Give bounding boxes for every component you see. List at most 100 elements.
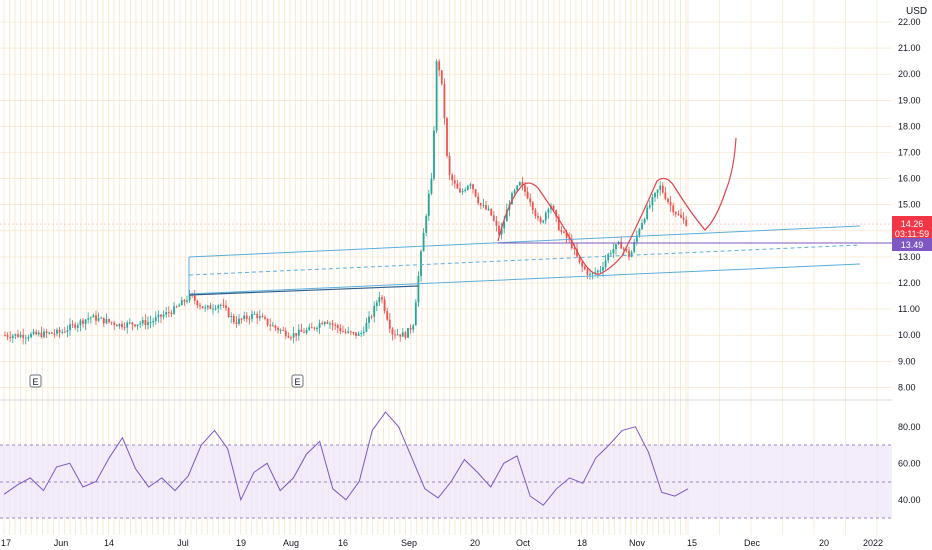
candle-body — [118, 323, 121, 327]
svg-text:14.26: 14.26 — [901, 219, 924, 229]
price-tick-label: 11.00 — [898, 304, 920, 314]
candle-body — [396, 334, 399, 336]
candle-body — [568, 237, 571, 239]
candle-body — [388, 319, 391, 329]
candle-body — [27, 337, 30, 339]
candle-body — [105, 319, 108, 324]
candle-body — [225, 305, 227, 309]
candle-body — [375, 302, 378, 306]
time-tick-label: 19 — [236, 538, 246, 548]
time-tick-label: 17 — [1, 538, 11, 548]
candle-body — [563, 231, 565, 233]
time-axis[interactable]: 17 Jun 14 Jul 19 Aug 16 Sep 20 Oct 18 Nov 15 Dec 20 202… — [1, 538, 883, 548]
candle-body — [136, 324, 139, 327]
candle-body — [79, 320, 82, 326]
projection-path — [497, 137, 737, 275]
candle-body — [74, 324, 77, 328]
candle-body — [373, 305, 376, 317]
candle-body — [144, 320, 147, 326]
event-marker-2[interactable]: E — [291, 374, 304, 388]
candle-body — [227, 308, 230, 318]
candle-body — [108, 319, 110, 322]
candle-body — [274, 325, 277, 328]
candle-body — [682, 217, 685, 220]
candle-body — [212, 308, 214, 310]
candle-body — [591, 272, 594, 274]
rsi-tick-label: 80.00 — [898, 422, 921, 432]
candle-body — [284, 330, 287, 337]
candle-body — [633, 242, 636, 252]
candle-body — [498, 225, 500, 235]
candle-body — [615, 244, 617, 250]
time-tick-label: Jul — [177, 538, 189, 548]
candle-body — [628, 250, 630, 257]
candle-body — [17, 334, 19, 337]
time-tick-label: 20 — [819, 538, 829, 548]
candle-body — [310, 327, 313, 329]
candle-body — [531, 202, 534, 211]
candle-body — [404, 332, 407, 338]
price-tick-label: 20.00 — [898, 69, 921, 79]
candle-body — [232, 316, 235, 323]
candle-body — [56, 329, 58, 334]
price-tick-label: 13.00 — [898, 252, 921, 262]
candle-body — [505, 209, 508, 222]
candle-body — [219, 304, 222, 306]
candle-body — [609, 253, 612, 255]
channel-upper-line — [188, 225, 861, 258]
candle-body — [113, 322, 116, 326]
candle-body — [635, 235, 638, 243]
time-tick-label: Dec — [744, 538, 761, 548]
candle-body — [45, 331, 48, 334]
candle-body — [674, 212, 677, 214]
candle-body — [370, 316, 373, 318]
candle-body — [141, 320, 144, 324]
rsi-axis[interactable]: 80.00 60.00 40.00 — [898, 422, 921, 505]
candle-body — [511, 193, 513, 205]
candle-body — [6, 335, 9, 337]
candle-body — [365, 322, 368, 332]
candle-body — [534, 210, 537, 217]
channel-lower-line — [188, 263, 861, 295]
candle-body — [412, 325, 415, 330]
time-tick-label: Sep — [401, 538, 417, 548]
candle-body — [529, 198, 532, 203]
candle-body — [641, 222, 643, 230]
candle-body — [238, 318, 240, 324]
candle-body — [30, 333, 32, 338]
candle-body — [14, 334, 17, 336]
svg-text:13.49: 13.49 — [901, 240, 924, 250]
candle-body — [466, 185, 469, 190]
time-tick-label: 2022 — [863, 538, 883, 548]
candle-body — [451, 174, 454, 181]
candle-body — [422, 232, 425, 252]
candle-body — [308, 327, 311, 331]
candle-body — [297, 329, 300, 336]
time-tick-label: 18 — [577, 538, 587, 548]
candle-body — [71, 324, 74, 326]
candle-body — [334, 324, 337, 326]
candle-body — [100, 317, 103, 319]
candle-body — [661, 185, 664, 193]
event-marker-1[interactable]: E — [29, 374, 42, 388]
candle-body — [589, 273, 591, 275]
candle-body — [537, 216, 539, 218]
candle-body — [495, 220, 498, 226]
candle-body — [547, 209, 550, 213]
candle-body — [630, 251, 633, 257]
candle-body — [102, 317, 105, 324]
candle-body — [251, 313, 253, 319]
candle-body — [604, 260, 607, 268]
price-tag: 14.26 03:11:59 — [892, 216, 932, 240]
candle-body — [453, 180, 456, 184]
candle-body — [469, 184, 472, 186]
candle-body — [121, 323, 123, 328]
candle-body — [399, 334, 402, 337]
candle-body — [612, 249, 615, 254]
candle-body — [477, 196, 480, 204]
price-axis[interactable]: 22.00 21.00 20.00 19.00 18.00 17.00 16.00 15.00… — [898, 17, 921, 392]
candle-body — [578, 256, 581, 263]
candle-body — [427, 193, 430, 216]
candle-body — [43, 331, 45, 337]
